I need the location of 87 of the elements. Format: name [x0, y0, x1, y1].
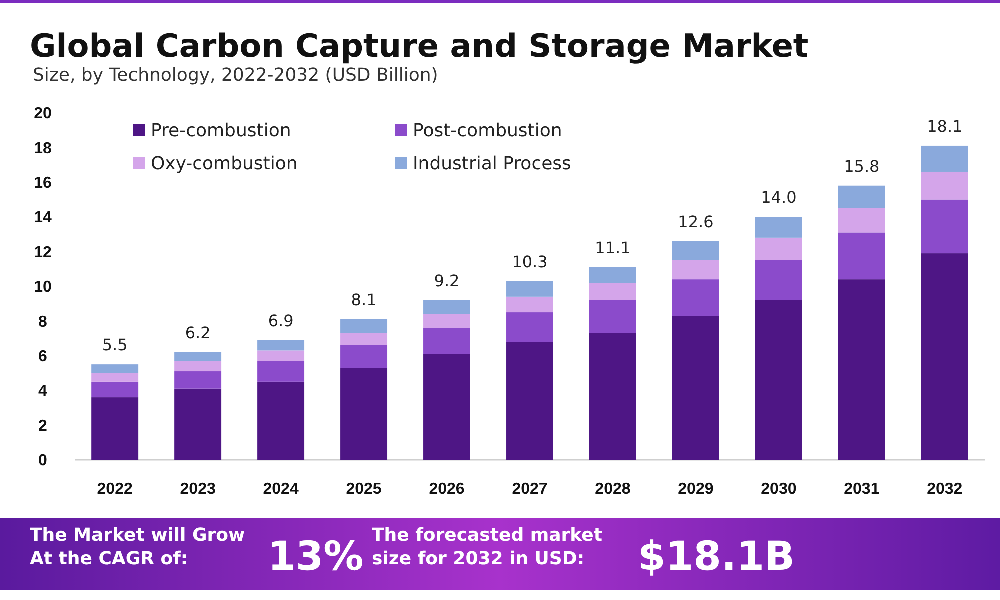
x-tick-label: 2030 [761, 481, 797, 498]
total-label: 6.9 [268, 311, 294, 330]
bar [672, 260, 720, 280]
bar [92, 398, 139, 460]
text: $18.1B [638, 534, 796, 580]
bar [340, 345, 388, 368]
legend-label: Oxy-combustion [151, 153, 298, 174]
bar [258, 340, 305, 351]
bar [590, 283, 636, 300]
chart-subtitle: Size, by Technology, 2022-2032 (USD Billion) [33, 65, 438, 86]
bar [838, 280, 886, 460]
x-tick-label: 2024 [263, 481, 299, 498]
x-tick-label: 2032 [927, 481, 963, 498]
total-label: 18.1 [927, 116, 963, 136]
bar [755, 238, 802, 260]
bar [340, 333, 388, 346]
bar [174, 372, 222, 389]
bar [340, 319, 388, 334]
bar [672, 280, 720, 316]
total-label: 5.5 [102, 336, 128, 355]
bar [921, 200, 968, 254]
total-label: 14.0 [761, 188, 797, 208]
x-tick-label: 2027 [512, 481, 548, 498]
y-tick-label: 20 [34, 106, 52, 123]
legend-label: Pre-combustion [151, 120, 292, 142]
y-tick-label: 10 [34, 279, 52, 296]
chart-title: Global Carbon Capture and Storage Market [30, 27, 809, 65]
x-tick-label: 2026 [429, 481, 465, 498]
total-label: 12.6 [678, 212, 714, 232]
text: The forecasted market size for 2032 in USD: [372, 525, 603, 570]
bar [838, 186, 886, 208]
bar [921, 172, 968, 200]
text: 13% [268, 534, 364, 580]
bar [590, 267, 636, 284]
bar [506, 296, 554, 313]
total-label: 11.1 [595, 238, 631, 258]
y-tick-label: 4 [38, 383, 48, 400]
bar [92, 364, 139, 374]
bar [921, 146, 968, 172]
bar [424, 314, 470, 328]
x-tick-label: 2031 [844, 481, 880, 498]
bar [506, 312, 554, 342]
bar [755, 260, 802, 300]
x-tick-label: 2028 [595, 481, 631, 498]
bar [258, 350, 305, 362]
x-tick-label: 2029 [678, 481, 714, 498]
bar [506, 342, 554, 460]
legend-label: Industrial Process [413, 153, 572, 174]
text: The Market will Grow At the CAGR of: [30, 525, 246, 570]
y-tick-label: 14 [34, 210, 52, 227]
bar [424, 300, 470, 314]
bar [258, 382, 305, 460]
bar [258, 361, 305, 382]
y-tick-label: 12 [34, 244, 52, 262]
bar [424, 328, 470, 354]
x-tick-label: 2025 [346, 481, 382, 498]
bar [174, 388, 222, 460]
y-tick-label: 16 [34, 175, 52, 192]
total-label: 8.1 [351, 290, 377, 310]
y-tick-label: 6 [38, 348, 48, 366]
bar [506, 281, 554, 297]
total-label: 9.2 [434, 271, 460, 290]
bar [92, 373, 139, 382]
bar [174, 361, 222, 372]
bar [921, 254, 968, 460]
y-tick-label: 0 [38, 452, 48, 470]
y-tick-label: 18 [34, 140, 52, 158]
total-label: 6.2 [185, 323, 211, 342]
bar [838, 232, 886, 280]
x-tick-label: 2023 [180, 481, 216, 498]
total-label: 15.8 [844, 156, 880, 176]
bar [590, 333, 636, 460]
bar [424, 354, 470, 460]
bar [838, 208, 886, 233]
bar [755, 217, 802, 238]
bar [755, 300, 802, 460]
bar [672, 241, 720, 260]
bar [174, 352, 222, 362]
bar [590, 300, 636, 334]
bar [672, 316, 720, 460]
x-tick-label: 2022 [97, 481, 133, 498]
bar [340, 368, 388, 460]
bar [92, 382, 139, 398]
total-label: 10.3 [512, 252, 548, 272]
y-tick-label: 2 [38, 418, 48, 435]
legend-label: Post-combustion [413, 120, 562, 142]
y-tick-label: 8 [38, 314, 48, 331]
